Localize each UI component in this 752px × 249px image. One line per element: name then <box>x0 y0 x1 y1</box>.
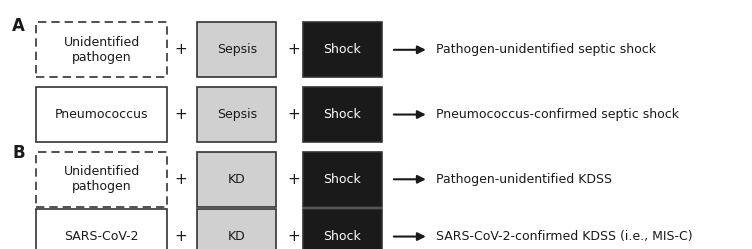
FancyBboxPatch shape <box>197 87 277 142</box>
Text: Pneumococcus-confirmed septic shock: Pneumococcus-confirmed septic shock <box>436 108 679 121</box>
FancyBboxPatch shape <box>36 87 167 142</box>
Text: Sepsis: Sepsis <box>217 43 257 56</box>
Text: SARS-CoV-2: SARS-CoV-2 <box>64 230 139 243</box>
FancyBboxPatch shape <box>302 87 382 142</box>
Text: Pathogen-unidentified KDSS: Pathogen-unidentified KDSS <box>436 173 612 186</box>
FancyBboxPatch shape <box>36 22 167 77</box>
FancyBboxPatch shape <box>302 152 382 207</box>
Text: Pathogen-unidentified septic shock: Pathogen-unidentified septic shock <box>436 43 656 56</box>
FancyBboxPatch shape <box>36 152 167 207</box>
FancyBboxPatch shape <box>302 22 382 77</box>
Text: Unidentified
pathogen: Unidentified pathogen <box>63 36 140 64</box>
Text: Sepsis: Sepsis <box>217 108 257 121</box>
Text: +: + <box>287 107 299 122</box>
Text: KD: KD <box>228 173 246 186</box>
Text: +: + <box>287 172 299 187</box>
Text: Shock: Shock <box>323 108 361 121</box>
Text: Unidentified
pathogen: Unidentified pathogen <box>63 165 140 193</box>
Text: +: + <box>174 42 186 57</box>
Text: KD: KD <box>228 230 246 243</box>
Text: B: B <box>13 144 25 162</box>
Text: +: + <box>287 42 299 57</box>
FancyBboxPatch shape <box>197 22 277 77</box>
Text: Shock: Shock <box>323 173 361 186</box>
Text: SARS-CoV-2-confirmed KDSS (i.e., MIS-C): SARS-CoV-2-confirmed KDSS (i.e., MIS-C) <box>436 230 693 243</box>
Text: Shock: Shock <box>323 43 361 56</box>
FancyBboxPatch shape <box>197 152 277 207</box>
Text: +: + <box>174 229 186 244</box>
Text: Pneumococcus: Pneumococcus <box>55 108 148 121</box>
Text: +: + <box>174 107 186 122</box>
Text: A: A <box>12 17 26 35</box>
Text: +: + <box>174 172 186 187</box>
FancyBboxPatch shape <box>36 209 167 249</box>
Text: +: + <box>287 229 299 244</box>
FancyBboxPatch shape <box>197 209 277 249</box>
FancyBboxPatch shape <box>302 209 382 249</box>
Text: Shock: Shock <box>323 230 361 243</box>
